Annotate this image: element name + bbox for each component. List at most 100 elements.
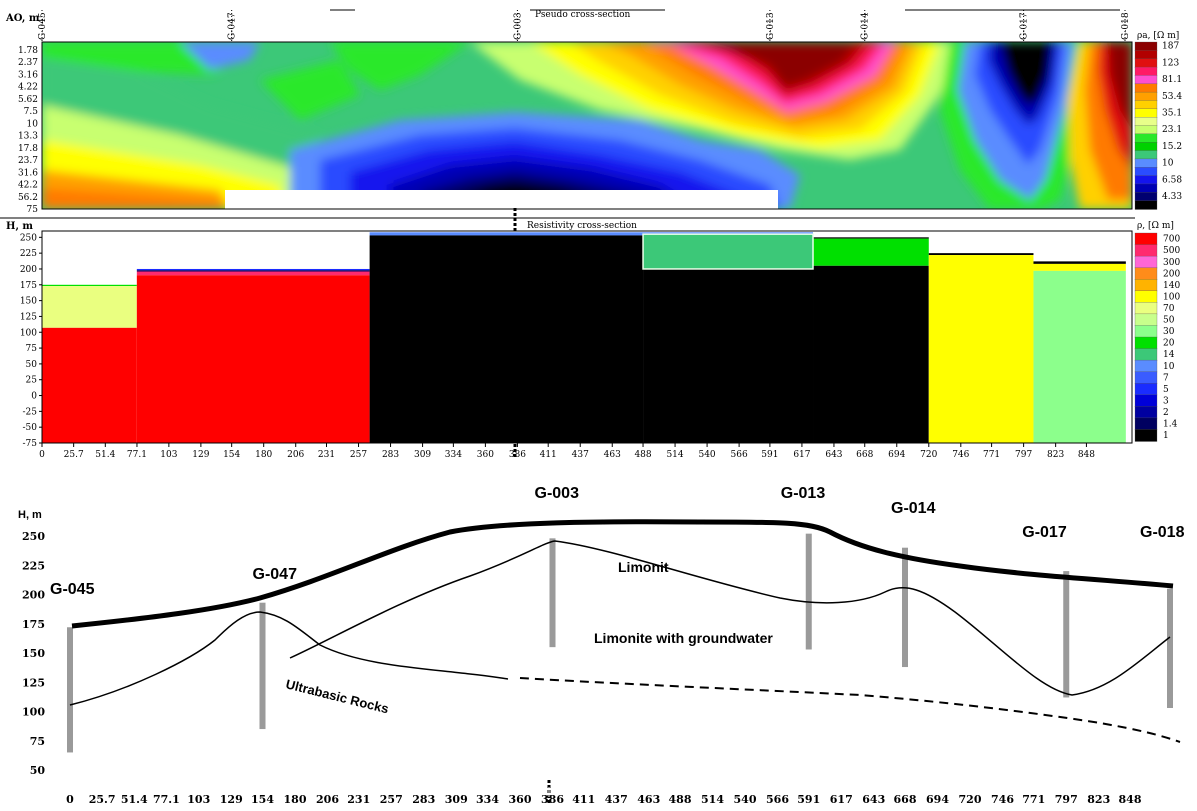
pseudo-section-title: Pseudo cross-section — [535, 10, 631, 20]
resistivity-x-tick-label: 797 — [1015, 450, 1032, 460]
resistivity-y-tick-label: 125 — [20, 312, 37, 322]
geology-y-axis: 250 225 200 175 150 125 100 75 50 — [22, 530, 45, 777]
resistivity-x-tick-label: 591 — [761, 450, 778, 460]
pseudo-y-tick-label: 31.6 — [18, 168, 38, 178]
resistivity-y-tick-label: -50 — [23, 423, 38, 433]
resistivity-x-tick-label: 694 — [888, 450, 905, 460]
resistivity-colorbar-label: 70 — [1163, 304, 1175, 314]
resistivity-layer — [643, 268, 814, 443]
resistivity-y-tick-label: 25 — [26, 376, 38, 386]
pseudo-y-tick-label: 17.8 — [18, 144, 38, 154]
ultrabasic-boundary-line — [69, 611, 509, 706]
resistivity-layer — [813, 265, 929, 443]
pseudo-y-tick-label: 2.37 — [18, 58, 38, 68]
borehole-label: G-045 — [50, 581, 95, 598]
resistivity-layer — [928, 253, 1034, 256]
borehole-label: G-013 — [781, 485, 826, 502]
pseudo-colorbar-swatch — [1134, 91, 1158, 102]
pseudo-well-label: G-018 — [1121, 12, 1131, 40]
geology-x-tick-label: 591 — [797, 793, 820, 806]
resistivity-x-tick-label: 0 — [39, 450, 45, 460]
geology-x-tick-label: 51.4 — [121, 793, 148, 806]
resistivity-x-tick-label: 823 — [1047, 450, 1064, 460]
pseudo-y-tick-label: 10 — [27, 119, 39, 129]
pseudo-colorbar-label: 15.2 — [1162, 142, 1182, 152]
pseudo-y-tick-label: 5.62 — [18, 95, 38, 105]
pseudo-colorbar-swatch — [1134, 75, 1158, 85]
borehole-column — [549, 538, 556, 648]
geology-y-tick-label: 50 — [30, 764, 46, 777]
resistivity-colorbar-swatch — [1134, 336, 1158, 350]
resistivity-colorbar-label: 5 — [1163, 385, 1169, 395]
borehole-label: G-014 — [891, 500, 936, 517]
pseudo-colorbar-label: 53.4 — [1162, 92, 1182, 102]
resistivity-x-tick-label: 746 — [952, 450, 969, 460]
resistivity-colorbar-label: 700 — [1163, 235, 1180, 245]
geology-y-tick-label: 250 — [22, 530, 45, 543]
pseudo-colorbar-label: 187 — [1162, 42, 1179, 52]
resistivity-x-axis: 0 25.7 51.4 77.1 103 129 154 180 206 231 257 283 309… — [39, 443, 1095, 460]
resistivity-layer — [42, 284, 137, 287]
resistivity-y-axis-label: H, m — [6, 221, 33, 232]
geology-x-tick-label: 694 — [926, 793, 949, 806]
resistivity-colorbar-swatch — [1134, 371, 1158, 384]
geology-x-tick-label: 309 — [445, 793, 468, 806]
resistivity-colorbar-swatch — [1134, 348, 1158, 361]
resistivity-layer — [1033, 263, 1126, 271]
resistivity-x-tick-label: 720 — [920, 450, 937, 460]
resistivity-colorbar-label: 14 — [1163, 350, 1175, 360]
pseudo-y-axis-label: AO, m — [5, 13, 40, 24]
geology-x-tick-label: 746 — [991, 793, 1014, 806]
pseudo-colorbar-swatch — [1134, 200, 1158, 210]
geology-x-tick-label: 77.1 — [153, 793, 180, 806]
pseudo-colorbar-swatch — [1134, 100, 1158, 110]
pseudo-colorbar-swatch — [1134, 66, 1158, 77]
pseudo-colorbar-label: 123 — [1162, 58, 1179, 68]
pseudo-colorbar-swatch — [1134, 41, 1158, 52]
resistivity-x-tick-label: 771 — [983, 450, 1000, 460]
geology-x-tick-label: 0 — [66, 793, 74, 806]
pseudo-well-label: G-045 — [38, 12, 48, 40]
resistivity-x-tick-label: 488 — [634, 450, 651, 460]
geology-x-tick-label: 514 — [701, 793, 724, 806]
pseudo-well-label: G-047 — [228, 12, 238, 40]
resistivity-x-tick-label: 25.7 — [64, 450, 84, 460]
resistivity-layer — [643, 232, 814, 235]
pseudo-colorbar-swatch — [1134, 142, 1158, 152]
resistivity-layer — [928, 255, 1034, 443]
resistivity-x-tick-label: 257 — [350, 450, 367, 460]
geology-y-tick-label: 150 — [22, 647, 45, 660]
pseudo-colorbar-label: 23.1 — [1162, 125, 1182, 135]
geology-y-axis-label: H, m — [18, 509, 42, 521]
resistivity-colorbar-swatch — [1134, 383, 1158, 396]
resistivity-colorbar-label: 30 — [1163, 327, 1175, 337]
resistivity-x-tick-label: 51.4 — [95, 450, 115, 460]
borehole-column — [1167, 588, 1173, 708]
pseudo-y-tick-label: 3.16 — [18, 70, 38, 80]
geology-x-tick-label: 411 — [572, 793, 595, 806]
pseudo-colorbar-label: 35.1 — [1162, 108, 1182, 118]
resistivity-colorbar-swatch — [1134, 232, 1158, 246]
pseudo-colorbar-swatch — [1134, 175, 1158, 185]
resistivity-y-tick-label: 100 — [20, 328, 37, 338]
geology-x-tick-label: 566 — [766, 793, 789, 806]
unit-label-ultrabasic-rocks: Ultrabasic Rocks — [284, 676, 390, 716]
unit-label-limonite-groundwater: Limonite with groundwater — [594, 630, 773, 646]
pseudo-y-tick-label: 4.22 — [18, 83, 38, 93]
geology-x-tick-label: 25.7 — [89, 793, 116, 806]
resistivity-x-tick-label: 437 — [572, 450, 589, 460]
borehole-column — [805, 533, 812, 650]
resistivity-layer — [813, 238, 929, 266]
pseudo-y-tick-label: 75 — [27, 205, 39, 215]
geology-x-tick-label: 154 — [251, 793, 274, 806]
borehole-label: G-003 — [535, 485, 580, 502]
ground-surface-line — [71, 519, 1174, 629]
resistivity-x-tick-label: 334 — [445, 450, 462, 460]
resistivity-layer — [136, 275, 370, 443]
resistivity-y-tick-label: -75 — [23, 439, 38, 449]
pseudo-y-tick-label: 1.78 — [18, 46, 38, 56]
resistivity-colorbar-swatch — [1134, 290, 1158, 303]
pseudo-colorbar-label: 81.1 — [1162, 75, 1182, 85]
resistivity-y-tick-label: 175 — [20, 281, 37, 291]
